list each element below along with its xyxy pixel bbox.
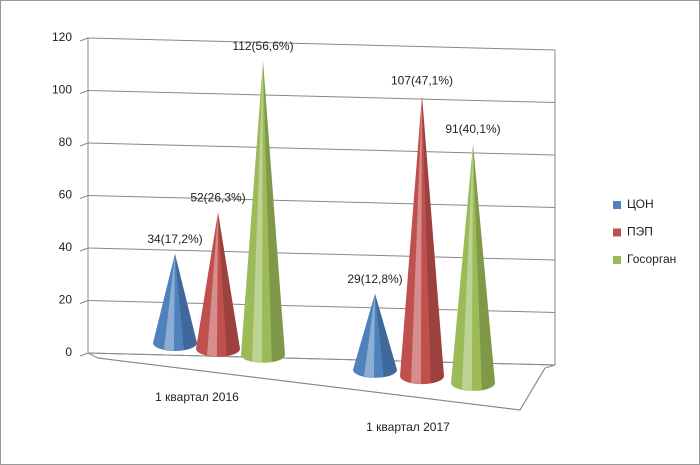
grid-line [87,90,556,103]
cone-shade [218,212,240,356]
data-label: 34(17,2%) [147,232,202,246]
cone-body [153,253,197,351]
grid-line [87,142,556,156]
cone-highlight [207,212,218,357]
grid-line [87,37,556,51]
cone-highlight [164,253,175,351]
cone [400,95,444,385]
cone-body [196,212,240,357]
cone-body [241,60,285,363]
legend-swatch [613,201,621,209]
legend-swatch [613,256,621,264]
cone-highlight [252,60,263,363]
cone-highlight [411,95,422,385]
data-label: 52(26,3%) [190,190,245,204]
data-label: 112(56,6%) [232,39,293,53]
cone-body [353,293,398,378]
cone-highlight [364,293,375,378]
cone [241,60,285,363]
x-tick-label: 1 квартал 2016 [155,390,239,404]
y-tick-label: 80 [59,135,73,149]
tick-mark [79,37,89,42]
y-tick-label: 120 [52,30,72,44]
cone [196,212,240,357]
tick-mark [79,300,89,304]
floor-front [97,357,546,411]
legend-label: ЦОН [627,197,654,211]
cone [353,293,398,378]
cone [451,144,495,391]
data-label: 107(47,1%) [391,73,453,87]
y-tick-label: 20 [59,293,73,307]
cone-shade [473,144,495,391]
tick-mark [79,247,89,252]
cone-shade [375,293,397,377]
legend-swatch [613,228,621,237]
cone-body [400,95,444,385]
legend-label: ПЭП [627,225,653,239]
cone-body [451,144,495,391]
tick-mark [79,195,89,199]
cone-shade [422,95,444,384]
y-tick-label: 40 [59,240,73,254]
cone [153,253,197,351]
cone-shade [175,253,197,351]
tick-mark [79,352,89,357]
data-label: 91(40,1%) [445,122,500,136]
data-label: 29(12,8%) [347,272,402,286]
cone-shade [263,60,285,362]
cone-highlight [462,144,473,391]
legend-label: Госорган [627,252,676,266]
y-tick-label: 0 [65,345,72,359]
y-tick-label: 60 [59,188,73,202]
tick-mark [79,142,89,147]
tick-mark [79,90,89,94]
y-tick-label: 100 [52,83,72,97]
x-tick-label: 1 квартал 2017 [366,420,450,434]
